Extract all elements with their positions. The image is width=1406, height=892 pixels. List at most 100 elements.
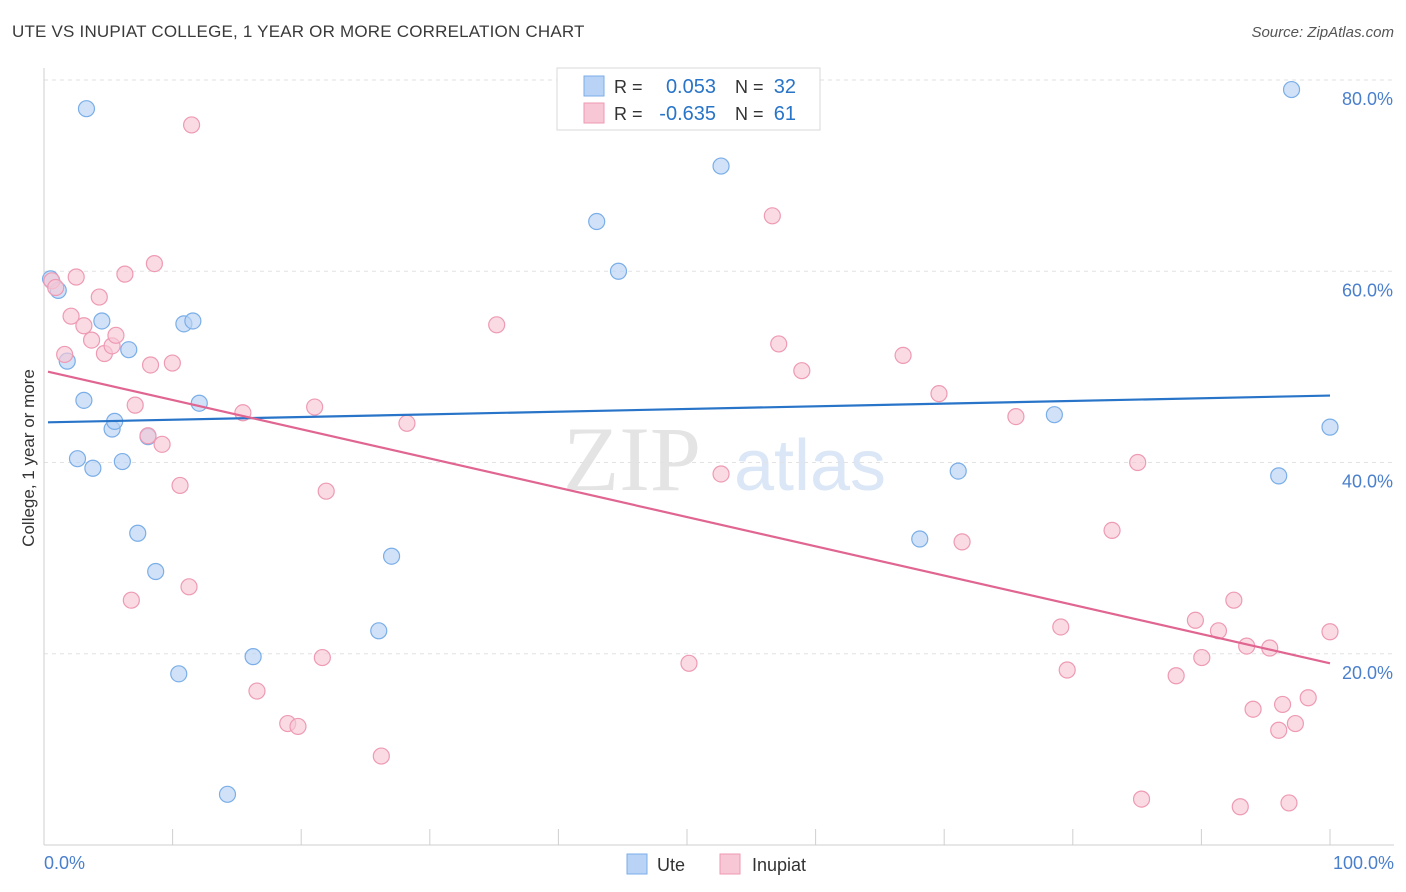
legend-ute-n-value: 32 bbox=[774, 76, 796, 98]
ute-point bbox=[93, 312, 111, 330]
inupiat-point bbox=[680, 654, 698, 672]
trend-lines bbox=[47, 370, 1331, 665]
ute-point bbox=[1270, 467, 1288, 485]
x-tick-label-min: 0.0% bbox=[44, 853, 85, 873]
inupiat-point bbox=[930, 385, 948, 403]
ute-point bbox=[184, 312, 202, 330]
inupiat-trend-line bbox=[47, 370, 1331, 665]
inupiat-point bbox=[894, 346, 912, 364]
y-axis-label: College, 1 year or more bbox=[19, 369, 38, 547]
inupiat-point bbox=[67, 268, 85, 286]
inupiat-point bbox=[62, 307, 80, 325]
inupiat-point bbox=[372, 747, 390, 765]
y-tick-label: 60.0% bbox=[1342, 280, 1393, 300]
inupiat-point bbox=[126, 396, 144, 414]
ute-point bbox=[712, 157, 730, 175]
ute-point bbox=[170, 665, 188, 683]
inupiat-point bbox=[1299, 689, 1317, 707]
legend-inupiat-r-label: R = bbox=[614, 104, 643, 124]
y-tick-labels: 20.0% 40.0% 60.0% 80.0% bbox=[1342, 89, 1393, 683]
inupiat-point bbox=[398, 414, 416, 432]
inupiat-point bbox=[1273, 695, 1292, 714]
inupiat-point bbox=[712, 465, 730, 483]
bottom-legend-swatch-inupiat bbox=[719, 853, 741, 875]
y-tick-label: 80.0% bbox=[1342, 89, 1393, 109]
inupiat-point bbox=[1231, 798, 1249, 816]
inupiat-point bbox=[793, 362, 811, 380]
inupiat-point bbox=[139, 427, 157, 445]
inupiat-point bbox=[145, 255, 164, 273]
ute-point bbox=[370, 622, 388, 640]
inupiat-point bbox=[116, 265, 134, 283]
legend: R = 0.053 N = 32 R = -0.635 N = 61 bbox=[556, 67, 821, 131]
legend-ute-r-value: 0.053 bbox=[666, 76, 716, 98]
inupiat-point bbox=[107, 326, 125, 344]
inupiat-point bbox=[1244, 700, 1262, 718]
inupiat-point bbox=[56, 345, 74, 364]
inupiat-point bbox=[141, 356, 160, 374]
source-label: Source: ZipAtlas.com bbox=[1251, 24, 1394, 41]
ute-point bbox=[1045, 406, 1063, 424]
ute-point bbox=[382, 547, 401, 565]
inupiat-point bbox=[153, 435, 171, 453]
inupiat-point bbox=[1193, 648, 1211, 667]
ute-point bbox=[84, 459, 102, 477]
ute-point bbox=[609, 262, 628, 280]
inupiat-point bbox=[248, 682, 266, 700]
ute-point bbox=[911, 530, 929, 548]
bottom-legend: Ute Inupiat bbox=[626, 853, 806, 875]
inupiat-point bbox=[770, 335, 788, 353]
inupiat-point bbox=[1132, 790, 1151, 808]
inupiat-point bbox=[313, 648, 331, 667]
inupiat-point bbox=[1286, 714, 1304, 733]
legend-ute-r-label: R = bbox=[614, 77, 643, 97]
ute-point bbox=[68, 450, 87, 468]
inupiat-point bbox=[488, 316, 506, 334]
inupiat-point bbox=[1167, 667, 1185, 685]
inupiat-point bbox=[171, 476, 189, 495]
inupiat-point bbox=[317, 482, 335, 500]
legend-swatch-inupiat bbox=[583, 102, 605, 124]
inupiat-point bbox=[1280, 794, 1298, 812]
inupiat-point bbox=[122, 591, 140, 609]
ute-point bbox=[113, 452, 131, 471]
ute-point bbox=[129, 524, 147, 542]
inupiat-point bbox=[47, 278, 65, 297]
bottom-legend-label-ute: Ute bbox=[657, 855, 685, 875]
inupiat-point bbox=[90, 288, 108, 306]
legend-ute-n-label: N = bbox=[735, 77, 764, 97]
inupiat-point bbox=[1007, 408, 1025, 426]
ute-point bbox=[120, 341, 138, 359]
ute-point bbox=[244, 648, 262, 666]
y-tick-label: 20.0% bbox=[1342, 663, 1393, 683]
ute-point bbox=[949, 462, 967, 480]
ute-point bbox=[218, 785, 237, 803]
inupiat-point bbox=[1270, 721, 1288, 739]
inupiat-points bbox=[43, 116, 1339, 816]
inupiat-point bbox=[306, 398, 324, 416]
inupiat-point bbox=[180, 578, 198, 596]
inupiat-point bbox=[1058, 661, 1076, 679]
inupiat-point bbox=[289, 717, 307, 736]
inupiat-point bbox=[82, 331, 101, 349]
ute-trend-line bbox=[47, 394, 1331, 424]
ute-point bbox=[1282, 80, 1301, 99]
x-ticks bbox=[43, 829, 1331, 845]
y-tick-label: 40.0% bbox=[1342, 472, 1393, 492]
inupiat-point bbox=[953, 533, 971, 551]
axes bbox=[43, 68, 1394, 846]
inupiat-point bbox=[75, 317, 93, 335]
legend-inupiat-r-value: -0.635 bbox=[659, 103, 716, 125]
watermark-zip: ZIP bbox=[563, 408, 701, 510]
inupiat-point bbox=[182, 116, 201, 134]
ute-point bbox=[1321, 418, 1339, 436]
inupiat-point bbox=[163, 354, 181, 372]
bottom-legend-swatch-ute bbox=[626, 853, 648, 875]
watermark-atlas: atlas bbox=[734, 426, 886, 506]
legend-inupiat-n-label: N = bbox=[735, 104, 764, 124]
chart-title: UTE VS INUPIAT COLLEGE, 1 YEAR OR MORE C… bbox=[12, 22, 585, 41]
inupiat-point bbox=[1052, 618, 1070, 636]
ute-point bbox=[588, 212, 606, 231]
inupiat-point bbox=[763, 207, 781, 225]
